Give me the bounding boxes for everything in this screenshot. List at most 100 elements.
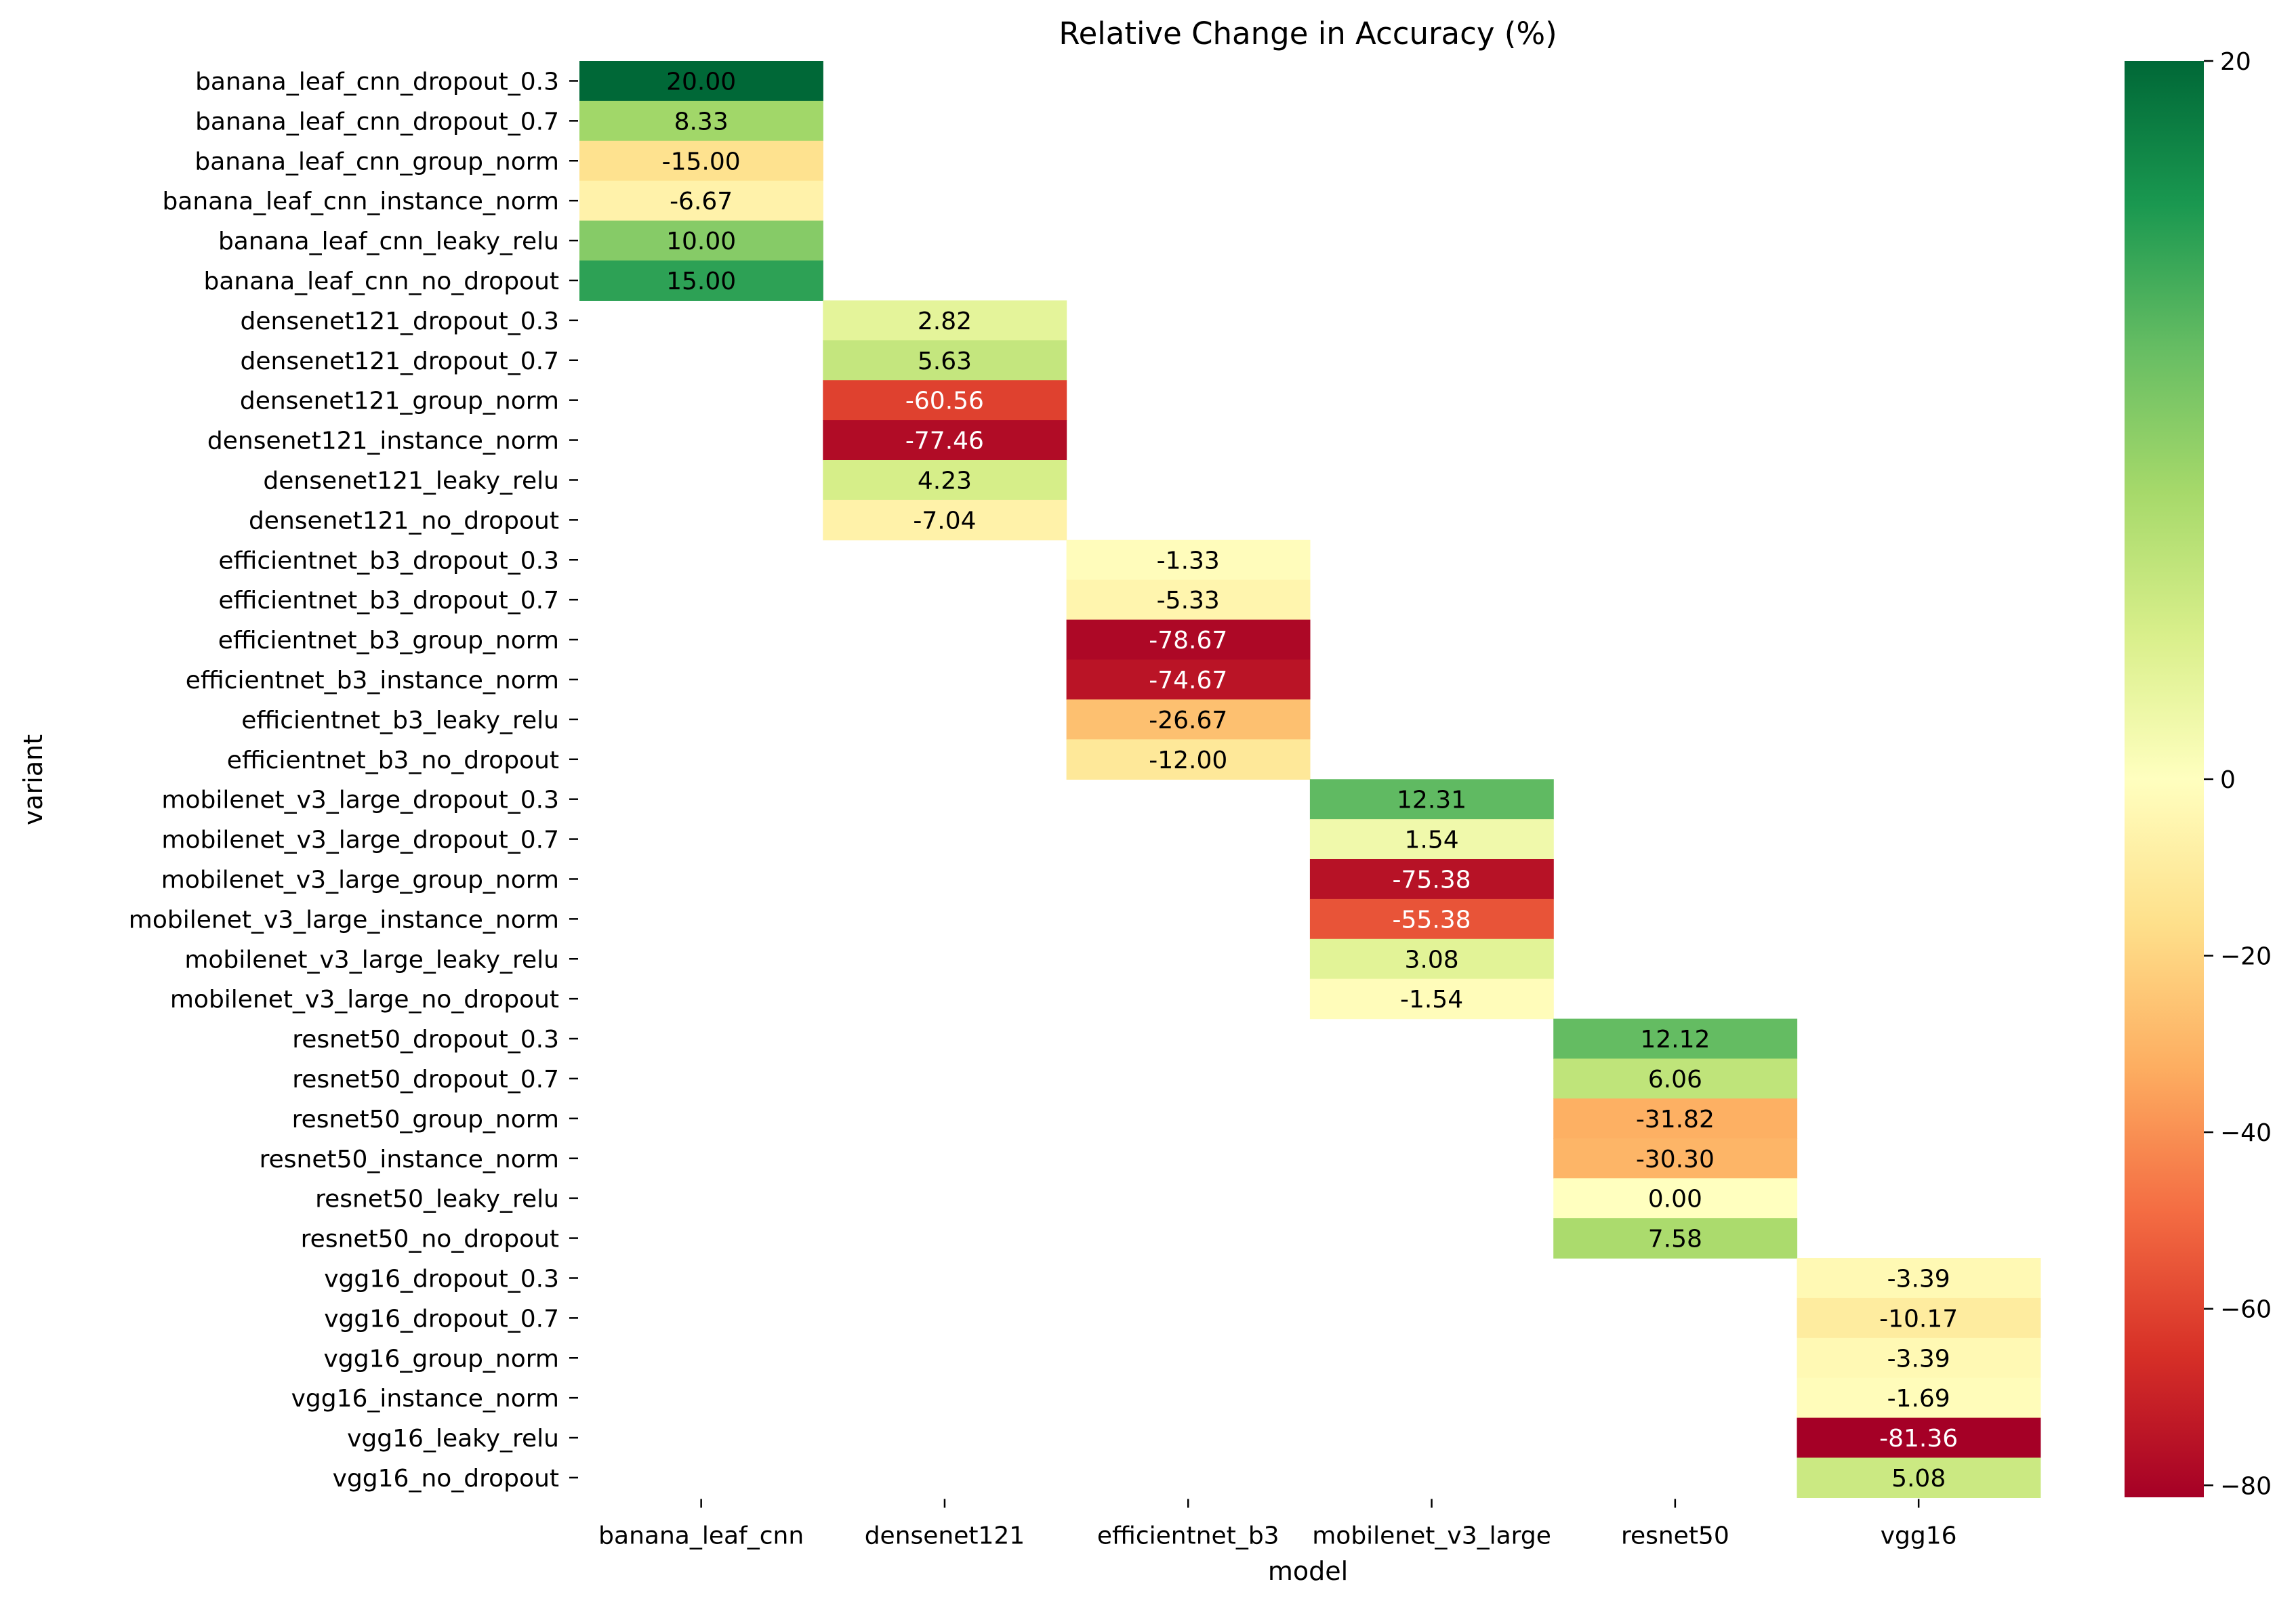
cell-value-label: 5.63 (918, 348, 972, 375)
heatmap-cell (1797, 1337, 2041, 1379)
cell-value-label: -12.00 (1149, 747, 1227, 774)
heatmap-cell (579, 140, 823, 182)
x-tick-label: banana_leaf_cnn (598, 1522, 804, 1549)
y-tick-label: banana_leaf_cnn_dropout_0.7 (195, 108, 559, 136)
heatmap-cell (1066, 739, 1311, 780)
cell-value-label: 2.82 (918, 308, 972, 335)
colorbar-tick-label: 20 (2220, 48, 2251, 76)
y-tick-label: resnet50_leaky_relu (315, 1186, 559, 1213)
y-tick-label: densenet121_dropout_0.3 (241, 308, 559, 335)
y-tick-label: efficientnet_b3_instance_norm (186, 667, 559, 694)
y-tick-label: densenet121_group_norm (240, 388, 559, 415)
cell-value-label: -3.39 (1887, 1265, 1950, 1293)
y-tick-label: densenet121_leaky_relu (263, 467, 559, 495)
y-tick-label: resnet50_instance_norm (260, 1146, 559, 1173)
heatmap-cell (1066, 579, 1311, 621)
heatmap-cell (1553, 1098, 1798, 1139)
colorbar-tick-label: 0 (2220, 766, 2236, 794)
x-axis-label: model (1268, 1556, 1348, 1586)
heatmap-cell (823, 499, 1067, 541)
heatmap-cell (1066, 539, 1311, 581)
cell-value-label: -74.67 (1149, 667, 1227, 694)
y-tick-label: mobilenet_v3_large_dropout_0.3 (161, 787, 559, 814)
cell-value-label: -6.67 (670, 188, 733, 215)
heatmap-cell (1309, 898, 1554, 940)
heatmap-cell (1797, 1417, 2041, 1459)
y-tick-label: efficientnet_b3_group_norm (218, 627, 559, 654)
heatmap-cell (1309, 938, 1554, 980)
cell-value-label: -15.00 (662, 148, 741, 175)
cell-value-label: 12.31 (1397, 787, 1467, 814)
y-tick-label: densenet121_instance_norm (207, 428, 559, 455)
heatmap-cell (579, 220, 823, 262)
x-axis: banana_leaf_cnn densenet121 efficientnet_b… (598, 1499, 1957, 1549)
cell-value-label: -55.38 (1393, 906, 1471, 934)
y-tick-label: resnet50_dropout_0.3 (292, 1026, 559, 1054)
y-tick-label: mobilenet_v3_large_group_norm (161, 866, 559, 894)
cell-value-label: -30.30 (1636, 1146, 1715, 1173)
y-tick-label: banana_leaf_cnn_instance_norm (162, 188, 559, 215)
y-tick-label: efficientnet_b3_dropout_0.3 (218, 547, 559, 575)
cell-value-label: -3.39 (1887, 1345, 1950, 1373)
cell-value-label: 0.00 (1648, 1186, 1702, 1213)
cell-value-label: -31.82 (1636, 1106, 1715, 1133)
y-tick-label: efficientnet_b3_no_dropout (227, 747, 559, 774)
cell-value-label: -77.46 (905, 428, 984, 455)
cell-value-label: 7.58 (1648, 1226, 1702, 1253)
cell-value-label: -1.54 (1400, 986, 1463, 1014)
cell-value-label: -5.33 (1157, 587, 1220, 615)
y-tick-label: banana_leaf_cnn_leaky_relu (218, 228, 559, 255)
y-tick-label: resnet50_group_norm (292, 1106, 559, 1133)
y-tick-label: vgg16_dropout_0.7 (324, 1305, 559, 1333)
colorbar-tick-label: −60 (2220, 1296, 2272, 1324)
y-tick-label: mobilenet_v3_large_no_dropout (170, 986, 559, 1014)
heatmap-cell (1309, 819, 1554, 860)
y-tick-label: vgg16_dropout_0.3 (324, 1265, 559, 1293)
cell-value-label: -60.56 (905, 388, 984, 415)
y-tick-label: vgg16_no_dropout (333, 1465, 559, 1493)
cell-value-label: 20.00 (666, 68, 736, 96)
heatmap-cell (1553, 1058, 1798, 1099)
heatmap-cell (1066, 619, 1311, 661)
heatmap-cell (1553, 1018, 1798, 1060)
cell-value-label: 15.00 (666, 268, 736, 295)
y-tick-label: densenet121_dropout_0.7 (241, 348, 559, 375)
y-tick-label: mobilenet_v3_large_leaky_relu (184, 946, 559, 974)
cell-value-label: 1.54 (1404, 827, 1458, 854)
colorbar: 20 0 −20 −40 −60 −80 (2125, 48, 2272, 1500)
cell-value-label: 12.12 (1640, 1026, 1710, 1054)
cell-value-label: 4.23 (918, 467, 972, 495)
y-tick-label: mobilenet_v3_large_dropout_0.7 (161, 827, 559, 854)
colorbar-tick-label: −40 (2220, 1119, 2272, 1147)
heatmap-cell (1553, 1178, 1798, 1219)
y-axis-label: variant (18, 734, 48, 825)
heatmap-cell (823, 420, 1067, 461)
heatmap-cell (823, 340, 1067, 381)
cell-value-label: -26.67 (1149, 707, 1227, 734)
y-tick-label: mobilenet_v3_large_instance_norm (129, 906, 559, 934)
heatmap-cell (823, 380, 1067, 421)
heatmap-cell (823, 300, 1067, 341)
colorbar-gradient (2125, 61, 2204, 1497)
y-tick-label: resnet50_no_dropout (301, 1226, 559, 1253)
heatmap-cells: 20.00 8.33 -15.00 -6.67 10.00 15.00 2.82 5.63 -6… (579, 61, 2041, 1498)
cell-value-label: -1.69 (1887, 1385, 1950, 1413)
heatmap-cell (1797, 1297, 2041, 1339)
heatmap-cell (1309, 779, 1554, 820)
cell-value-label: -78.67 (1149, 627, 1227, 654)
heatmap-cell (1553, 1218, 1798, 1259)
y-tick-label: banana_leaf_cnn_no_dropout (203, 268, 559, 295)
y-tick-label: vgg16_instance_norm (291, 1385, 559, 1413)
heatmap-cell (579, 260, 823, 301)
y-tick-label: vgg16_leaky_relu (347, 1425, 559, 1453)
chart-title: Relative Change in Accuracy (%) (1059, 16, 1557, 51)
cell-value-label: -7.04 (913, 507, 976, 535)
heatmap-cell (579, 61, 823, 102)
y-tick-label: densenet121_no_dropout (249, 507, 559, 535)
cell-value-label: -10.17 (1879, 1305, 1958, 1333)
y-tick-label: resnet50_dropout_0.7 (292, 1066, 559, 1094)
cell-value-label: -75.38 (1393, 866, 1471, 894)
heatmap-cell (1553, 1138, 1798, 1179)
heatmap-cell (1309, 859, 1554, 900)
